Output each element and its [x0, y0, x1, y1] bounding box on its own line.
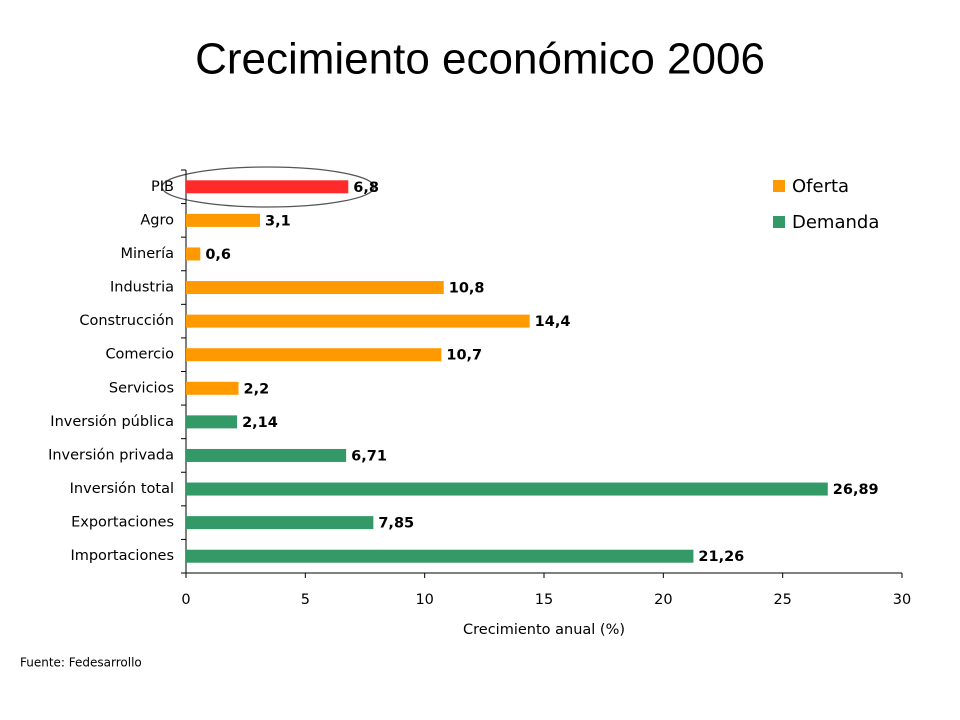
- bar: [186, 247, 201, 261]
- bar: [186, 348, 442, 362]
- y-tick-label: Construcción: [79, 313, 174, 329]
- x-tick-label: 5: [301, 592, 310, 608]
- bar: [186, 448, 347, 462]
- source-note: Fuente: Fedesarrollo: [20, 656, 142, 670]
- value-label: 21,26: [698, 549, 744, 565]
- value-label: 6,71: [351, 448, 387, 464]
- value-label: 26,89: [833, 482, 879, 498]
- legend-label: Demanda: [792, 212, 879, 233]
- value-label: 10,8: [449, 281, 485, 297]
- chart-title: Crecimiento económico 2006: [195, 35, 765, 84]
- value-label: 2,2: [244, 381, 270, 397]
- bar: [186, 415, 238, 429]
- bar: [186, 482, 828, 496]
- x-axis-label: Crecimiento anual (%): [463, 622, 625, 638]
- y-tick-label: Agro: [140, 212, 174, 228]
- bar: [186, 381, 239, 395]
- bar: [186, 314, 530, 328]
- bar: [186, 180, 349, 194]
- x-tick-label: 10: [415, 592, 433, 608]
- y-tick-label: Minería: [120, 246, 174, 262]
- y-tick-label: Inversión privada: [48, 447, 174, 463]
- y-tick-label: Inversión total: [70, 481, 174, 497]
- y-tick-label: Exportaciones: [71, 515, 174, 531]
- x-tick-label: 30: [893, 592, 911, 608]
- value-label: 10,7: [446, 348, 482, 364]
- legend-label: Oferta: [792, 176, 849, 197]
- legend-swatch: [773, 180, 785, 192]
- y-tick-label: Inversión pública: [50, 414, 174, 430]
- y-tick-label: Industria: [110, 280, 174, 296]
- value-label: 0,6: [205, 247, 231, 263]
- bar: [186, 281, 444, 295]
- x-tick-label: 20: [654, 592, 672, 608]
- y-tick-label: Importaciones: [70, 548, 174, 564]
- value-label: 6,8: [353, 180, 379, 196]
- x-tick-label: 25: [773, 592, 791, 608]
- y-tick-label: Comercio: [105, 347, 174, 363]
- value-label: 7,85: [378, 516, 414, 532]
- value-label: 14,4: [535, 314, 571, 330]
- x-tick-label: 0: [181, 592, 190, 608]
- y-tick-label: Servicios: [109, 380, 174, 396]
- bar: [186, 213, 260, 227]
- x-tick-label: 15: [535, 592, 553, 608]
- y-tick-label: PIB: [151, 179, 174, 195]
- bar: [186, 516, 374, 530]
- value-label: 2,14: [242, 415, 278, 431]
- bar: [186, 549, 694, 563]
- highlight-ellipse: [161, 166, 375, 208]
- value-label: 3,1: [265, 213, 291, 229]
- legend-swatch: [773, 216, 785, 228]
